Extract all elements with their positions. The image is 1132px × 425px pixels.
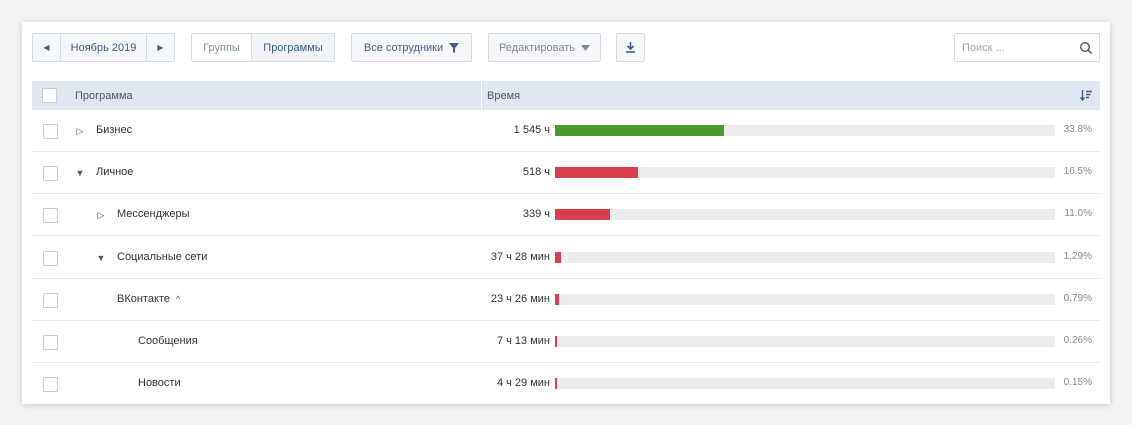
share-bar-fill (555, 293, 559, 305)
row-checkbox[interactable] (43, 166, 58, 182)
share-bar-track (555, 209, 1055, 221)
employees-filter-label: Все сотрудники (363, 41, 444, 54)
share-bar-fill (555, 336, 557, 347)
row-percent: 0.79% (1063, 292, 1092, 304)
prev-period-button[interactable]: ◀ (33, 34, 60, 61)
expand-toggle-icon[interactable]: ▷ (76, 125, 84, 136)
table-row[interactable]: ▷ Мессенджеры 339 ч 11.0% (32, 194, 1100, 237)
collapse-toggle-icon[interactable]: ▼ (96, 252, 106, 263)
employees-filter-button[interactable]: Все сотрудники (351, 33, 472, 62)
funnel-icon (449, 42, 460, 53)
expand-toggle-icon[interactable]: ▷ (97, 209, 105, 220)
collapse-toggle-icon[interactable]: ▼ (75, 168, 85, 179)
share-bar-track (555, 293, 1055, 305)
row-checkbox[interactable] (43, 377, 58, 393)
row-name: Личное (96, 166, 133, 178)
view-tabs: Группы Программы (191, 33, 335, 62)
search-icon[interactable] (1079, 41, 1093, 55)
row-name-text: Личное (96, 166, 134, 179)
tab-programs[interactable]: Программы (252, 34, 334, 61)
share-bar-fill (555, 209, 610, 221)
row-time: 518 ч (522, 166, 550, 179)
row-checkbox[interactable] (43, 335, 58, 350)
report-panel: ◀ Ноябрь 2019 ▶ Группы Программы Все сот… (22, 22, 1110, 404)
search-box (954, 33, 1100, 62)
period-switcher: ◀ Ноябрь 2019 ▶ (32, 33, 175, 62)
table-row[interactable]: ▷ Бизнес 1 545 ч 33.8% (32, 110, 1100, 152)
chevron-up-icon[interactable]: ^ (175, 293, 181, 304)
row-percent: 0.15% (1063, 377, 1092, 389)
row-name-text: ВКонтакте (117, 292, 170, 305)
column-header-time[interactable]: Время (487, 90, 521, 102)
chevron-down-icon (581, 44, 590, 51)
row-checkbox[interactable] (43, 124, 58, 139)
row-name: Социальные сети (117, 251, 207, 263)
row-time: 4 ч 29 мин (496, 377, 550, 390)
row-name-text: Новости (138, 377, 181, 390)
row-name: ВКонтакте ^ (117, 293, 180, 305)
row-time: 1 545 ч (513, 124, 550, 136)
row-time: 23 ч 26 мин (490, 292, 550, 305)
share-bar-fill (555, 125, 724, 136)
row-time: 7 ч 13 мин (496, 335, 550, 347)
row-name: Бизнес (96, 124, 132, 136)
row-percent: 16.5% (1063, 166, 1092, 178)
row-time: 37 ч 28 мин (490, 250, 550, 263)
row-percent: 0.26% (1063, 335, 1092, 346)
share-bar-fill (555, 251, 562, 263)
share-bar-track (555, 125, 1055, 136)
row-time: 339 ч (522, 208, 550, 221)
row-name-text: Мессенджеры (117, 208, 190, 221)
column-header-program[interactable]: Программа (75, 90, 133, 102)
table-row[interactable]: Новости 4 ч 29 мин 0.15% (32, 363, 1100, 404)
row-checkbox[interactable] (43, 292, 58, 308)
share-bar-fill (555, 378, 557, 390)
row-name-text: Бизнес (96, 124, 133, 136)
row-name-text: Сообщения (138, 335, 198, 347)
row-name: Новости (138, 377, 181, 389)
row-name-text: Социальные сети (117, 250, 208, 263)
row-checkbox[interactable] (43, 208, 58, 224)
edit-button[interactable]: Редактировать (488, 33, 601, 62)
sort-desc-icon[interactable] (1080, 90, 1092, 101)
row-percent: 1.29% (1063, 250, 1092, 262)
table-header: Программа Время (32, 81, 1100, 110)
search-input[interactable] (955, 34, 1073, 61)
select-all-checkbox[interactable] (42, 88, 57, 103)
row-name: Мессенджеры (117, 208, 190, 220)
download-button[interactable] (616, 33, 645, 62)
tab-groups[interactable]: Группы (192, 34, 252, 61)
share-bar-fill (555, 167, 638, 179)
next-period-button[interactable]: ▶ (147, 34, 174, 61)
row-percent: 11.0% (1064, 208, 1092, 220)
share-bar-track (555, 336, 1055, 347)
table-row[interactable]: Сообщения 7 ч 13 мин 0.26% (32, 321, 1100, 363)
download-icon (626, 42, 635, 53)
table-row[interactable]: ВКонтакте ^ 23 ч 26 мин 0.79% (32, 279, 1100, 321)
edit-label: Редактировать (499, 41, 575, 54)
share-bar-track (555, 251, 1055, 263)
row-percent: 33.8% (1063, 124, 1092, 135)
share-bar-track (555, 378, 1055, 390)
column-divider (481, 81, 482, 110)
row-name: Сообщения (138, 335, 198, 347)
toolbar: ◀ Ноябрь 2019 ▶ Группы Программы Все сот… (32, 33, 1100, 62)
row-checkbox[interactable] (43, 250, 58, 266)
period-label[interactable]: Ноябрь 2019 (60, 34, 147, 61)
table-row[interactable]: ▼ Социальные сети 37 ч 28 мин 1.29% (32, 237, 1100, 279)
share-bar-track (555, 167, 1055, 179)
table-row[interactable]: ▼ Личное 518 ч 16.5% (32, 152, 1100, 195)
